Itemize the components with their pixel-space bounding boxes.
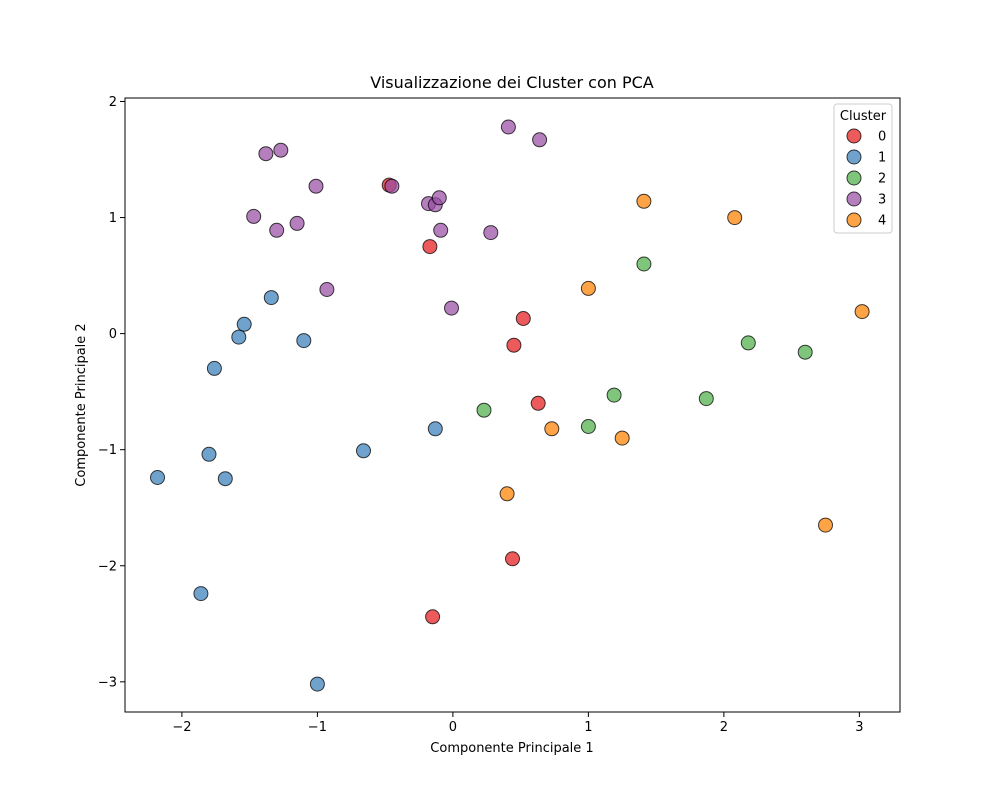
x-tick-label: 3 [855,720,863,735]
data-point-cluster-4 [818,517,833,533]
data-point-cluster-3 [444,300,459,316]
data-point-cluster-3 [319,282,335,297]
data-point-cluster-3 [289,215,305,231]
y-tick-label: 0 [109,327,117,342]
legend: Cluster 0 1 2 3 4 [833,103,893,234]
data-point-cluster-3 [246,208,262,224]
legend-title: Cluster [840,109,887,124]
x-axis-label: Componente Principale 1 [430,741,593,756]
data-point-cluster-2 [797,344,813,360]
data-point-cluster-4 [636,193,652,209]
plot-frame [124,97,901,713]
x-tick-label: 0 [449,720,457,735]
x-axis-ticks: −2 −1 0 1 2 3 [172,712,863,735]
data-point-cluster-3 [269,222,285,238]
data-point-cluster-0 [515,311,531,326]
data-point-cluster-1 [309,676,325,692]
data-point-cluster-1 [193,586,209,602]
y-axis-label: Componente Principale 2 [74,323,89,486]
data-point-cluster-2 [606,387,622,403]
legend-marker-cluster-0 [846,128,862,144]
data-point-cluster-1 [236,316,252,332]
data-point-cluster-1 [296,333,312,349]
legend-label-cluster-1: 1 [878,151,886,166]
data-point-cluster-4 [580,280,596,296]
legend-marker-cluster-2 [846,170,862,186]
legend-label-cluster-2: 2 [878,172,886,187]
y-tick-label: −2 [98,559,117,574]
data-point-cluster-3 [433,222,449,238]
legend-marker-cluster-4 [846,212,862,228]
x-tick-label: −2 [172,720,191,735]
data-point-cluster-1 [231,329,247,345]
data-point-cluster-0 [422,239,438,255]
legend-label-cluster-3: 3 [878,193,886,208]
data-point-cluster-4 [544,421,560,437]
x-tick-label: 1 [584,720,592,735]
data-point-cluster-4 [499,486,515,502]
data-point-cluster-1 [356,443,371,459]
y-tick-label: 2 [109,95,117,110]
chart-title: Visualizzazione dei Cluster con PCA [370,73,654,92]
data-point-cluster-3 [431,190,447,206]
data-point-cluster-0 [506,337,522,353]
x-tick-label: −1 [308,720,327,735]
data-point-cluster-4 [614,430,630,446]
data-point-cluster-3 [273,142,289,158]
data-point-cluster-1 [217,471,233,487]
data-point-cluster-2 [580,419,596,434]
data-point-cluster-1 [150,470,165,485]
legend-label-cluster-4: 4 [878,214,886,229]
data-point-cluster-1 [427,421,443,437]
data-point-cluster-2 [476,402,492,418]
legend-marker-cluster-3 [846,191,862,207]
data-point-cluster-0 [425,609,441,625]
legend-entries: 0 1 2 3 4 [846,128,886,229]
data-point-cluster-1 [206,360,222,376]
data-point-cluster-2 [740,335,756,351]
data-point-cluster-3 [500,119,516,135]
legend-marker-cluster-1 [846,149,862,165]
data-point-cluster-3 [308,178,324,194]
data-points [150,119,870,692]
data-point-cluster-3 [384,178,400,194]
y-tick-label: 1 [109,211,117,226]
data-point-cluster-2 [636,256,652,272]
y-axis-ticks: −3 −2 −1 0 1 2 [98,95,125,690]
data-point-cluster-4 [727,210,743,226]
data-point-cluster-1 [201,446,217,462]
data-point-cluster-3 [483,225,499,241]
data-point-cluster-1 [263,290,279,306]
data-point-cluster-2 [698,391,714,407]
y-tick-label: −3 [98,675,117,690]
legend-label-cluster-0: 0 [878,130,886,145]
data-point-cluster-3 [532,132,548,148]
y-tick-label: −1 [98,443,117,458]
data-point-cluster-4 [854,304,870,320]
x-tick-label: 2 [720,720,728,735]
data-point-cluster-0 [530,395,546,411]
data-point-cluster-0 [505,551,520,567]
data-point-cluster-3 [258,146,274,162]
